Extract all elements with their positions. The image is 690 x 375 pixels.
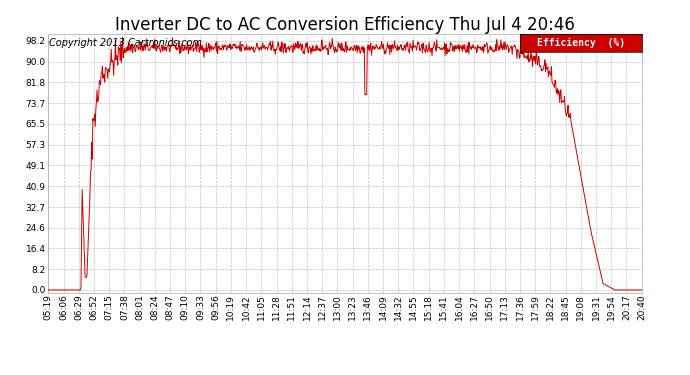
Title: Inverter DC to AC Conversion Efficiency Thu Jul 4 20:46: Inverter DC to AC Conversion Efficiency … — [115, 16, 575, 34]
Text: Copyright 2013 Cartronics.com: Copyright 2013 Cartronics.com — [50, 38, 202, 48]
